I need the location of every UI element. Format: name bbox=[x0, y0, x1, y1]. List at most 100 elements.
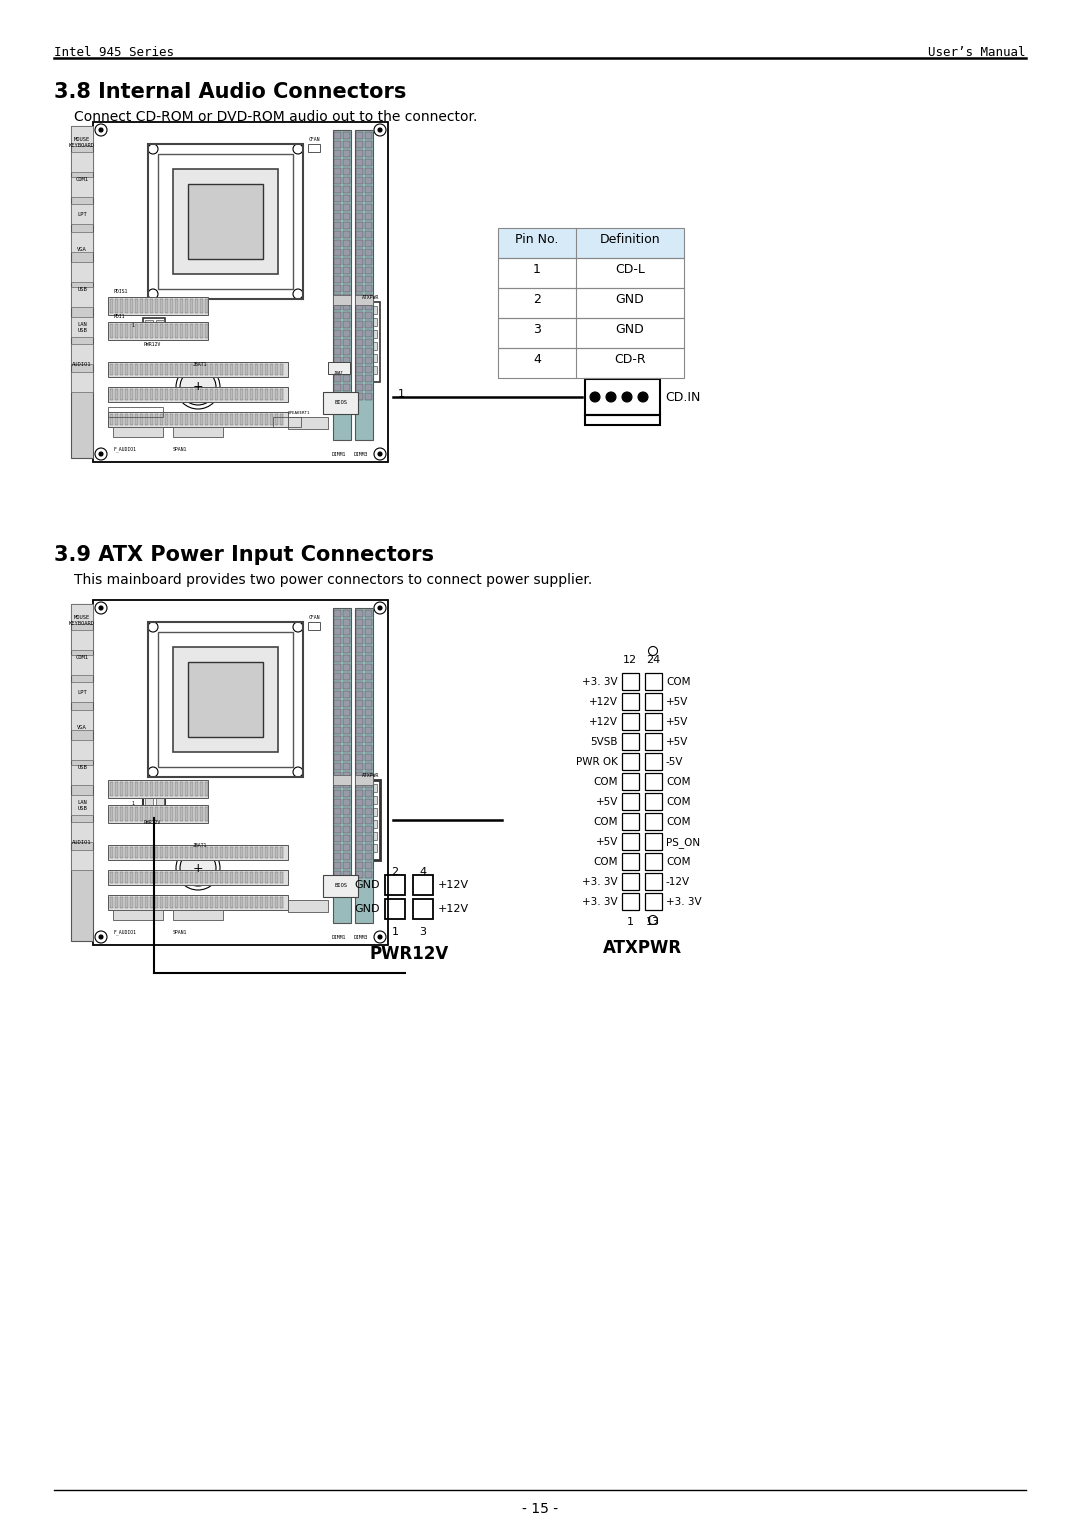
Bar bbox=[120, 323, 123, 339]
Bar bbox=[125, 872, 129, 882]
Circle shape bbox=[622, 392, 632, 401]
Bar bbox=[356, 294, 363, 300]
Bar bbox=[334, 178, 341, 184]
Text: GND: GND bbox=[616, 323, 645, 336]
Bar bbox=[356, 656, 363, 662]
Bar bbox=[120, 898, 123, 908]
Bar bbox=[334, 185, 341, 193]
Bar bbox=[215, 414, 218, 424]
Bar bbox=[205, 807, 208, 821]
Bar bbox=[156, 872, 158, 882]
Bar bbox=[145, 898, 148, 908]
Bar bbox=[365, 159, 372, 165]
Bar bbox=[334, 231, 341, 237]
Bar bbox=[71, 740, 93, 760]
Bar bbox=[275, 365, 278, 375]
Bar bbox=[71, 231, 93, 251]
Bar bbox=[165, 898, 168, 908]
Bar bbox=[108, 362, 288, 377]
Text: GND: GND bbox=[354, 904, 380, 915]
Text: CD-L: CD-L bbox=[616, 264, 645, 276]
Bar bbox=[270, 365, 273, 375]
Bar bbox=[334, 763, 341, 771]
Text: PWR12V: PWR12V bbox=[143, 820, 160, 826]
Bar bbox=[334, 285, 341, 293]
Bar bbox=[622, 692, 639, 709]
Bar bbox=[120, 807, 123, 821]
Bar bbox=[622, 813, 639, 830]
Text: LPT: LPT bbox=[77, 689, 86, 696]
Bar bbox=[356, 178, 363, 184]
Bar bbox=[249, 847, 253, 858]
Bar bbox=[273, 417, 301, 427]
Bar bbox=[365, 366, 372, 372]
Bar bbox=[170, 781, 173, 797]
Bar bbox=[130, 365, 133, 375]
Text: COM: COM bbox=[594, 856, 618, 867]
Bar bbox=[71, 795, 93, 815]
Bar bbox=[160, 807, 163, 821]
Text: 12: 12 bbox=[623, 656, 637, 665]
Bar bbox=[190, 365, 193, 375]
Bar bbox=[363, 844, 369, 852]
Bar bbox=[334, 348, 341, 355]
Bar bbox=[343, 213, 350, 221]
Bar bbox=[190, 414, 193, 424]
Bar bbox=[195, 898, 198, 908]
Bar bbox=[280, 414, 283, 424]
Text: Pin No.: Pin No. bbox=[515, 233, 558, 247]
Bar bbox=[249, 365, 253, 375]
Text: JBAT1: JBAT1 bbox=[193, 843, 207, 849]
Bar bbox=[255, 365, 258, 375]
Bar bbox=[622, 673, 639, 689]
Bar bbox=[356, 628, 363, 634]
Bar bbox=[220, 365, 222, 375]
Bar bbox=[156, 365, 158, 375]
Circle shape bbox=[180, 369, 216, 404]
Bar bbox=[210, 872, 213, 882]
Bar bbox=[130, 323, 133, 339]
Bar bbox=[334, 772, 341, 778]
Bar bbox=[356, 375, 363, 381]
Bar bbox=[343, 700, 350, 706]
Text: CFAN: CFAN bbox=[309, 614, 321, 620]
Bar bbox=[334, 375, 341, 381]
Bar bbox=[334, 754, 341, 761]
Bar bbox=[235, 389, 238, 400]
Bar bbox=[356, 872, 363, 878]
Bar bbox=[170, 365, 173, 375]
Bar bbox=[135, 898, 138, 908]
Bar bbox=[365, 835, 372, 843]
Bar bbox=[356, 735, 363, 743]
Bar bbox=[334, 735, 341, 743]
Bar bbox=[334, 619, 341, 627]
Bar bbox=[190, 898, 193, 908]
Bar bbox=[230, 847, 233, 858]
Circle shape bbox=[99, 452, 103, 457]
Bar bbox=[365, 294, 372, 300]
Bar bbox=[245, 847, 248, 858]
Bar bbox=[265, 365, 268, 375]
Bar bbox=[195, 389, 198, 400]
Bar bbox=[235, 414, 238, 424]
Bar bbox=[160, 781, 163, 797]
Bar bbox=[365, 169, 372, 175]
Bar bbox=[230, 898, 233, 908]
Bar bbox=[114, 781, 118, 797]
Bar bbox=[334, 656, 341, 662]
Bar bbox=[170, 414, 173, 424]
Text: PWR OK: PWR OK bbox=[576, 757, 618, 768]
Bar bbox=[365, 853, 372, 859]
Bar bbox=[334, 691, 341, 699]
Bar bbox=[343, 394, 350, 400]
Bar bbox=[240, 365, 243, 375]
Text: This mainboard provides two power connectors to connect power supplier.: This mainboard provides two power connec… bbox=[75, 573, 592, 587]
Bar bbox=[334, 322, 341, 328]
Bar bbox=[120, 365, 123, 375]
Bar bbox=[265, 847, 268, 858]
Bar bbox=[255, 898, 258, 908]
Bar bbox=[334, 222, 341, 228]
Text: 3: 3 bbox=[419, 927, 427, 938]
Bar bbox=[71, 126, 93, 458]
Bar bbox=[200, 299, 203, 313]
